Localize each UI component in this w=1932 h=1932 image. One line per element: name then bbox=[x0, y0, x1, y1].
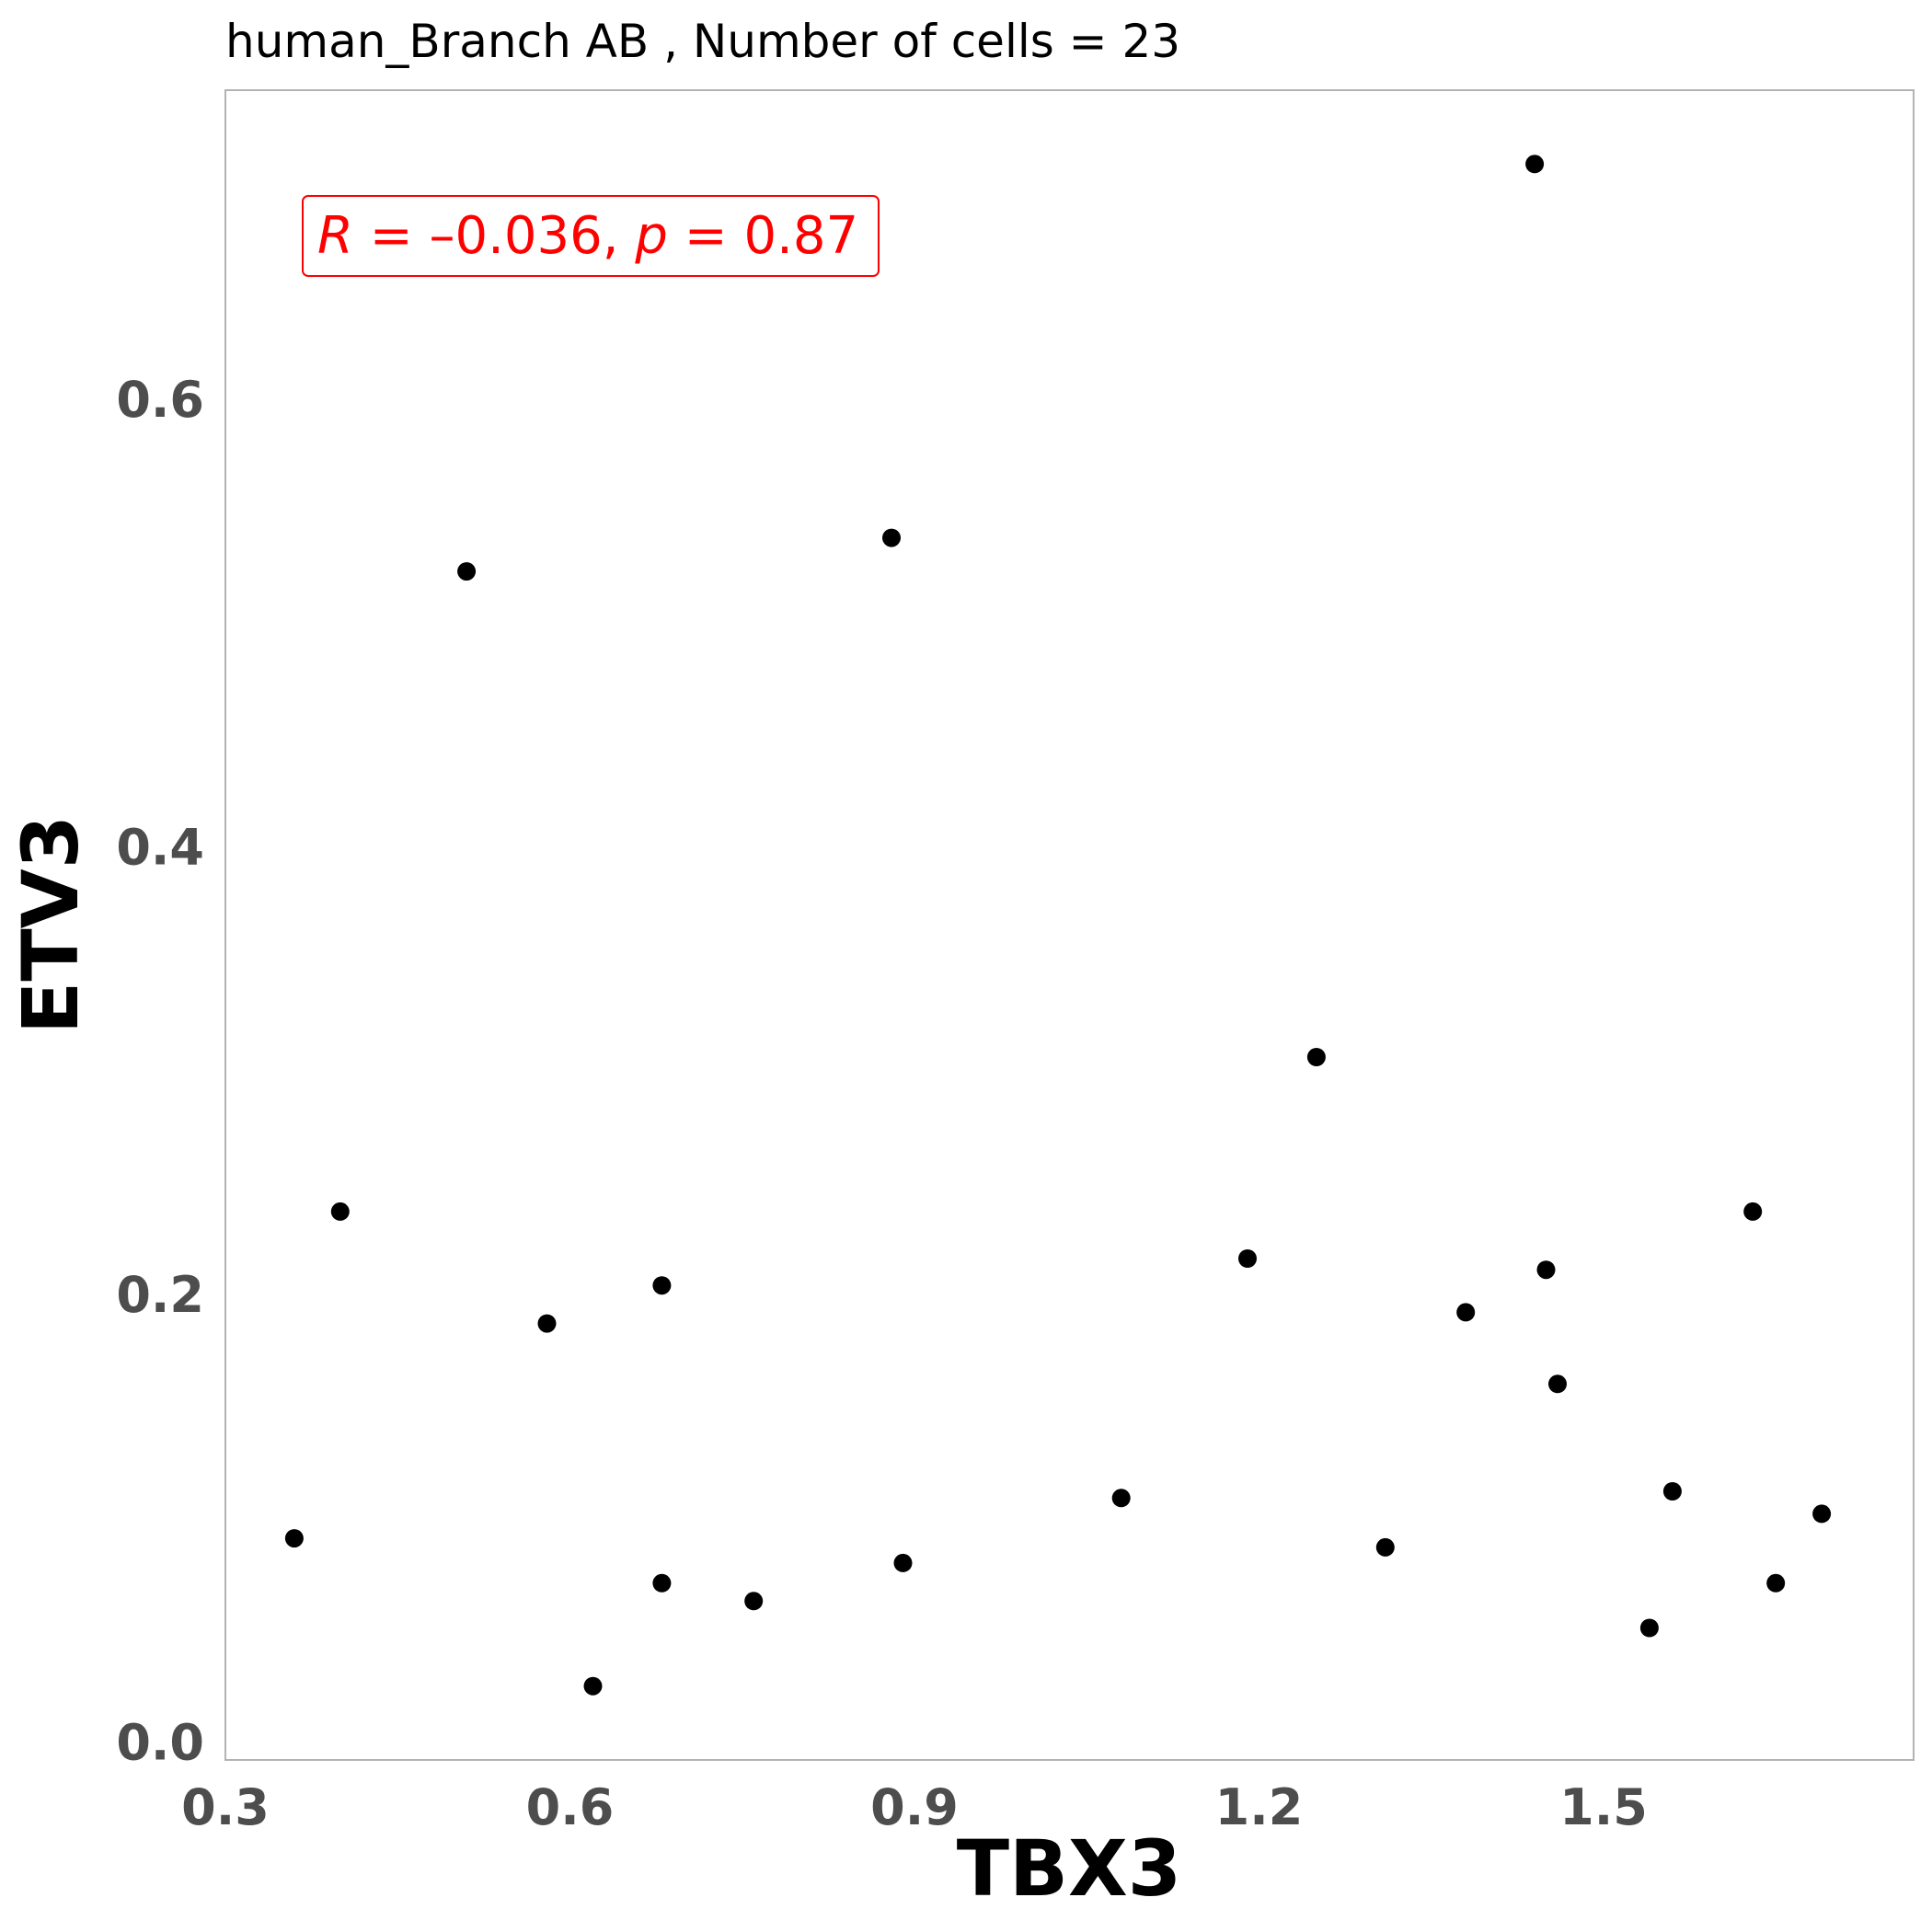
data-point-12 bbox=[1548, 1374, 1567, 1394]
plot-panel bbox=[224, 89, 1915, 1761]
data-point-4 bbox=[1306, 1048, 1326, 1066]
data-point-21 bbox=[744, 1592, 764, 1611]
data-point-18 bbox=[893, 1553, 913, 1572]
x-tick-label: 0.6 bbox=[526, 1778, 615, 1836]
data-point-8 bbox=[1536, 1260, 1556, 1280]
y-axis-ticks: 0.0 0.2 0.4 0.6 bbox=[116, 371, 204, 1772]
data-point-7 bbox=[1238, 1249, 1257, 1268]
r-value: = –0.036, bbox=[353, 206, 635, 266]
x-tick-label: 0.9 bbox=[870, 1778, 959, 1836]
data-point-13 bbox=[1662, 1482, 1682, 1501]
p-value: = 0.87 bbox=[668, 206, 858, 266]
x-tick-label: 0.3 bbox=[181, 1778, 270, 1836]
x-tick-label: 1.5 bbox=[1559, 1778, 1648, 1836]
x-tick-label: 1.2 bbox=[1215, 1778, 1304, 1836]
data-point-14 bbox=[1111, 1489, 1131, 1508]
correlation-annotation-box bbox=[302, 195, 880, 277]
data-point-17 bbox=[1375, 1537, 1395, 1557]
data-point-6 bbox=[1743, 1202, 1763, 1221]
data-point-11 bbox=[537, 1314, 557, 1333]
y-tick-label: 0.2 bbox=[116, 1266, 204, 1324]
data-point-10 bbox=[1456, 1303, 1476, 1322]
chart-title: human_Branch AB , Number of cells = 23 bbox=[225, 15, 1180, 68]
y-tick-label: 0.4 bbox=[116, 818, 204, 876]
data-points bbox=[284, 155, 1832, 1696]
data-point-5 bbox=[330, 1202, 350, 1221]
x-axis-title: TBX3 bbox=[957, 1823, 1182, 1914]
y-tick-label: 0.6 bbox=[116, 371, 204, 429]
correlation-annotation-text: R = –0.036, p = 0.87 bbox=[317, 206, 858, 266]
data-point-23 bbox=[583, 1676, 603, 1696]
y-axis-title: ETV3 bbox=[6, 815, 96, 1034]
data-point-9 bbox=[652, 1276, 672, 1295]
data-point-15 bbox=[1812, 1504, 1832, 1524]
p-symbol: p bbox=[634, 206, 668, 266]
data-point-16 bbox=[284, 1529, 304, 1548]
data-point-1 bbox=[1525, 155, 1545, 174]
correlation-annotation: R = –0.036, p = 0.87 bbox=[302, 195, 880, 277]
y-tick-label: 0.0 bbox=[116, 1714, 204, 1772]
data-point-22 bbox=[1639, 1618, 1659, 1638]
data-point-3 bbox=[457, 562, 477, 581]
x-axis-ticks: 0.3 0.6 0.9 1.2 1.5 bbox=[181, 1778, 1648, 1836]
data-point-2 bbox=[882, 528, 901, 547]
r-symbol: R bbox=[317, 206, 353, 266]
data-point-19 bbox=[652, 1573, 672, 1593]
data-point-20 bbox=[1766, 1573, 1786, 1593]
